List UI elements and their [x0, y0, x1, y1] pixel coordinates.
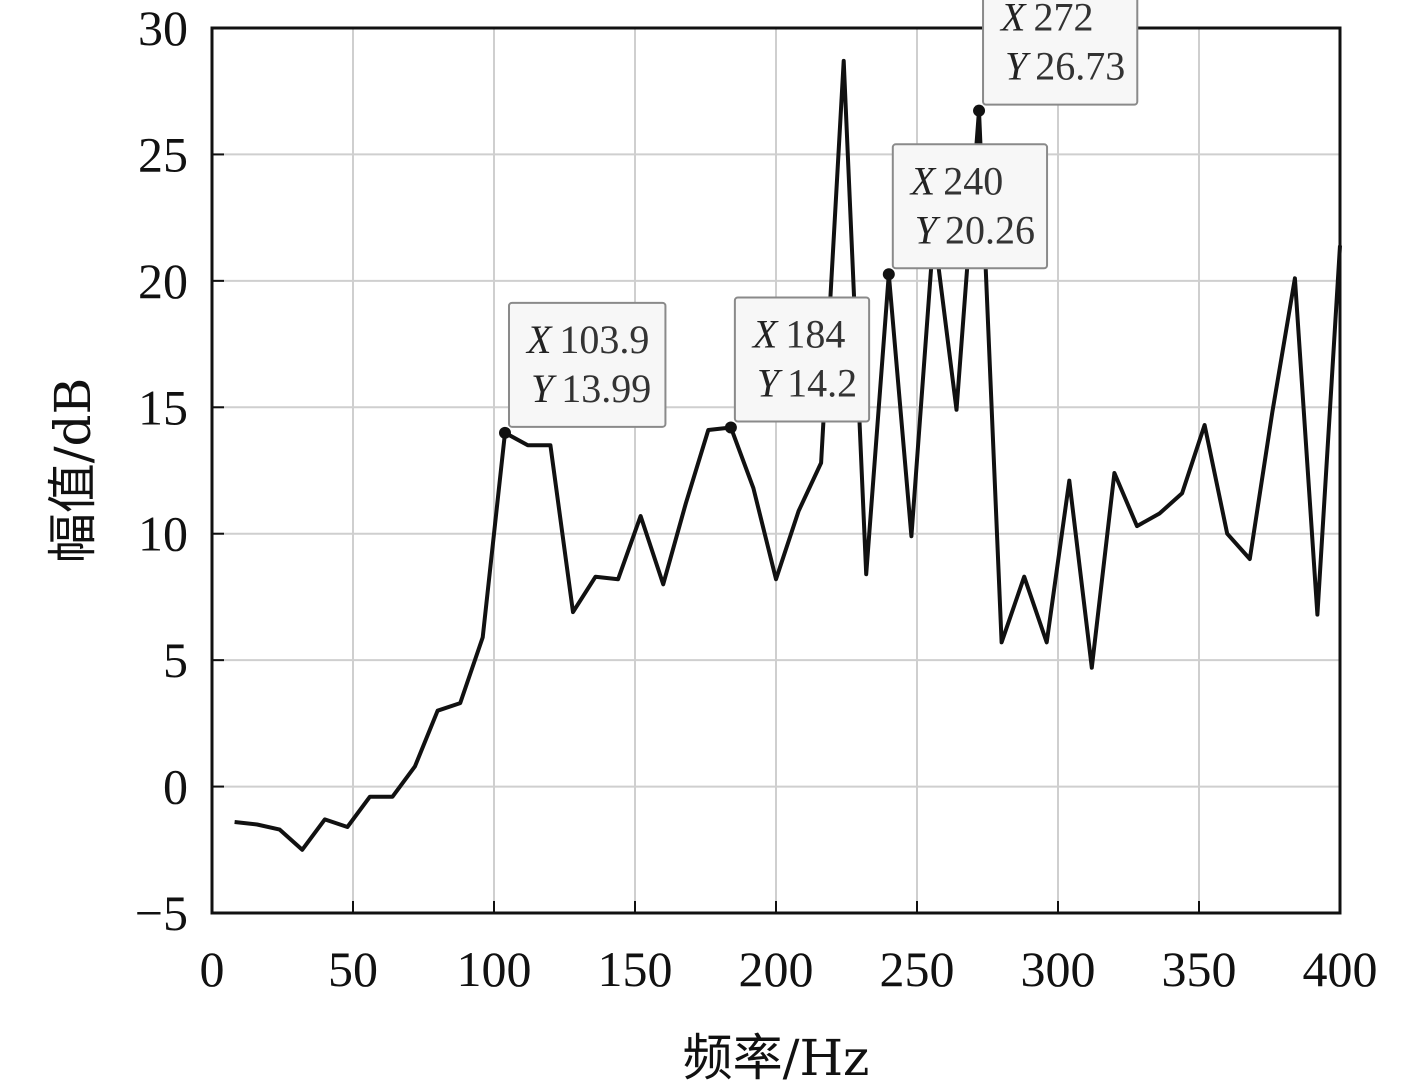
y-tick-label: 25: [138, 126, 188, 182]
x-tick-label: 400: [1303, 941, 1378, 997]
x-tick-label: 300: [1021, 941, 1096, 997]
y-tick-label: 15: [138, 379, 188, 435]
datatip-box: [733, 296, 871, 423]
y-tick-label: 20: [138, 253, 188, 309]
datatip-y: Y 20.26: [915, 207, 1035, 252]
datatip-marker: [498, 426, 511, 439]
datatip-y: Y 26.73: [1005, 44, 1125, 89]
y-tick-label: −5: [135, 885, 188, 941]
x-tick-label: 100: [457, 941, 532, 997]
datatip-marker: [882, 268, 895, 281]
datatip-y: Y 14.2: [757, 361, 857, 406]
datatip-box: [891, 143, 1049, 270]
x-axis-ticks: 0 50 100 150 200 250 300 350 400: [200, 901, 1378, 997]
x-tick-label: 150: [598, 941, 673, 997]
x-tick-label: 200: [739, 941, 814, 997]
series-line: [234, 58, 1342, 852]
datatip-marker: [973, 104, 986, 117]
datatip: X 103.9Y 13.99: [498, 301, 667, 439]
datatip-x: X 103.9: [525, 317, 649, 362]
x-tick-label: 350: [1162, 941, 1237, 997]
x-tick-label: 50: [328, 941, 378, 997]
datatip-x: X 184: [751, 312, 845, 357]
y-tick-label: 30: [138, 0, 188, 56]
x-tick-label: 0: [200, 941, 225, 997]
datatip-y: Y 13.99: [531, 366, 651, 411]
datatip-x: X 272: [999, 0, 1093, 40]
datatip-box: [507, 301, 667, 428]
y-tick-label: 5: [163, 632, 188, 688]
y-axis-label: 幅值/dB: [44, 378, 102, 564]
x-tick-label: 250: [880, 941, 955, 997]
y-tick-label: 0: [163, 759, 188, 815]
y-axis-ticks: −5 0 5 10 15 20 25 30: [135, 0, 224, 941]
datatip-box: [982, 0, 1139, 106]
datatip-x: X 240: [909, 158, 1003, 203]
datatip-marker: [724, 421, 737, 434]
x-axis-label: 频率/Hz: [683, 1029, 870, 1087]
grid-lines: [211, 27, 1341, 914]
y-tick-label: 10: [138, 506, 188, 562]
